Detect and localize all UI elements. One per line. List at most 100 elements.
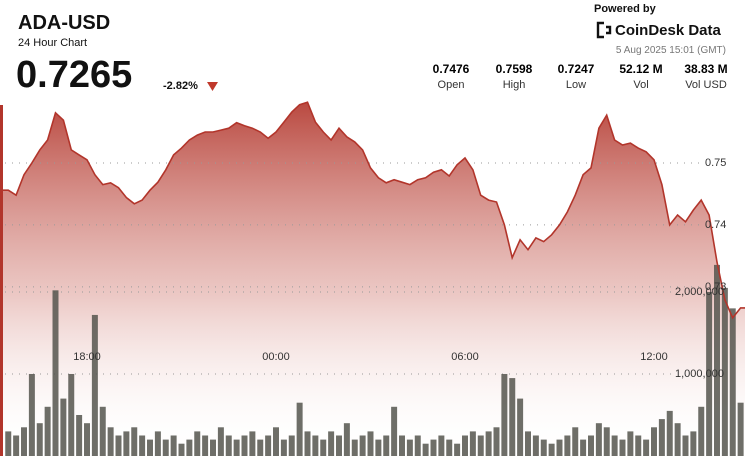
- volume-bar: [91, 314, 98, 456]
- volume-bar: [635, 435, 642, 456]
- volume-bar: [438, 435, 445, 456]
- stat-value: 0.7247: [557, 62, 595, 76]
- volume-bar: [178, 443, 185, 456]
- volume-bar: [162, 439, 169, 456]
- volume-bar: [375, 439, 382, 456]
- volume-bar: [627, 431, 634, 456]
- volume-bar: [462, 435, 468, 456]
- volume-bar: [477, 435, 484, 456]
- y-tick-label: 0.75: [705, 157, 726, 169]
- volume-bar: [706, 291, 713, 456]
- volume-bar: [446, 439, 453, 456]
- volume-bar: [336, 435, 342, 456]
- volume-bar: [430, 439, 437, 456]
- volume-bar: [233, 439, 240, 456]
- stat-label: High: [502, 79, 526, 91]
- x-tick-label: 12:00: [640, 351, 668, 363]
- volume-bar: [249, 431, 256, 456]
- title: ADA-USD: [18, 12, 111, 34]
- volume-bar: [52, 290, 59, 456]
- brand: CoinDesk Data: [615, 22, 721, 39]
- volume-bar: [674, 423, 681, 456]
- volume-bar: [651, 427, 657, 456]
- x-tick-label: 06:00: [451, 351, 479, 363]
- volume-bar: [532, 435, 539, 456]
- stat: 0.7598 High: [479, 62, 549, 91]
- volume-bar: [540, 439, 547, 456]
- price-area: [0, 102, 745, 456]
- volume-bar: [399, 435, 405, 456]
- stat-label: Open: [437, 79, 465, 91]
- volume-bar: [320, 439, 327, 456]
- volume-bar: [729, 308, 736, 456]
- volume-bar: [170, 435, 177, 456]
- volume-bar: [257, 439, 264, 456]
- price: 0.7265: [16, 54, 133, 96]
- x-tick-label: 00:00: [262, 351, 290, 363]
- volume-bar: [493, 427, 500, 456]
- volume-bar: [84, 423, 90, 456]
- volume-bar: [454, 443, 461, 456]
- volume-bar: [643, 439, 650, 456]
- volume-bar: [564, 435, 571, 456]
- volume-bar: [469, 431, 476, 456]
- stat-label: Low: [565, 79, 587, 91]
- stat-value: 38.83 M: [684, 62, 728, 76]
- volume-bar: [328, 431, 335, 456]
- volume-bar: [312, 435, 319, 456]
- volume-bar: [241, 435, 248, 456]
- volume-bar: [548, 443, 555, 456]
- volume-bar: [304, 431, 311, 456]
- volume-bar: [123, 431, 130, 456]
- volume-bar: [5, 431, 12, 456]
- volume-bar: [36, 423, 43, 456]
- volume-bar: [280, 439, 287, 456]
- stat-label: Vol: [633, 79, 649, 91]
- volume-bar: [603, 427, 610, 456]
- volume-bar: [343, 423, 350, 456]
- change: -2.82%: [163, 80, 198, 92]
- volume-bar: [44, 406, 51, 456]
- volume-bar: [139, 435, 146, 456]
- volume-bar: [572, 427, 579, 456]
- y-tick-label: 0.73: [705, 281, 726, 293]
- stat: 52.12 M Vol: [606, 62, 676, 91]
- volume-bar: [698, 406, 705, 456]
- volume-bar: [485, 431, 492, 456]
- stat: 38.83 M Vol USD: [671, 62, 741, 91]
- volume-bar: [595, 423, 602, 456]
- volume-bar: [186, 439, 193, 456]
- y2-tick-label: 1,000,000: [675, 368, 724, 380]
- volume-bar: [611, 435, 618, 456]
- volume-bar: [525, 431, 531, 456]
- price-line: [0, 101, 745, 320]
- volume-bar: [682, 435, 689, 456]
- stat: 0.7476 Open: [416, 62, 486, 91]
- volume-bar: [737, 402, 744, 456]
- volume-bar: [690, 431, 697, 456]
- y2-tick-label: 2,000,000: [675, 286, 724, 298]
- volume-bar: [588, 435, 594, 456]
- volume-bar: [76, 414, 83, 456]
- volume-bar: [202, 435, 209, 456]
- volume-bar: [107, 427, 114, 456]
- volume-bar: [288, 435, 295, 456]
- volume-bar: [383, 435, 390, 456]
- volume-bar: [154, 431, 161, 456]
- volume-bar: [414, 435, 421, 456]
- x-tick-label: 18:00: [73, 351, 101, 363]
- volume-bar: [714, 264, 720, 456]
- volume-bar: [666, 410, 673, 456]
- stat: 0.7247 Low: [541, 62, 611, 91]
- volume-bar: [296, 402, 303, 456]
- volume-bar: [217, 427, 224, 456]
- volume-bar: [60, 398, 67, 456]
- powered-by: Powered by: [594, 3, 656, 15]
- stat-label: Vol USD: [685, 79, 727, 91]
- stat-value: 0.7598: [495, 62, 533, 76]
- edge-bar: [0, 105, 3, 456]
- stat-value: 0.7476: [432, 62, 470, 76]
- timestamp: 5 Aug 2025 15:01 (GMT): [615, 45, 726, 56]
